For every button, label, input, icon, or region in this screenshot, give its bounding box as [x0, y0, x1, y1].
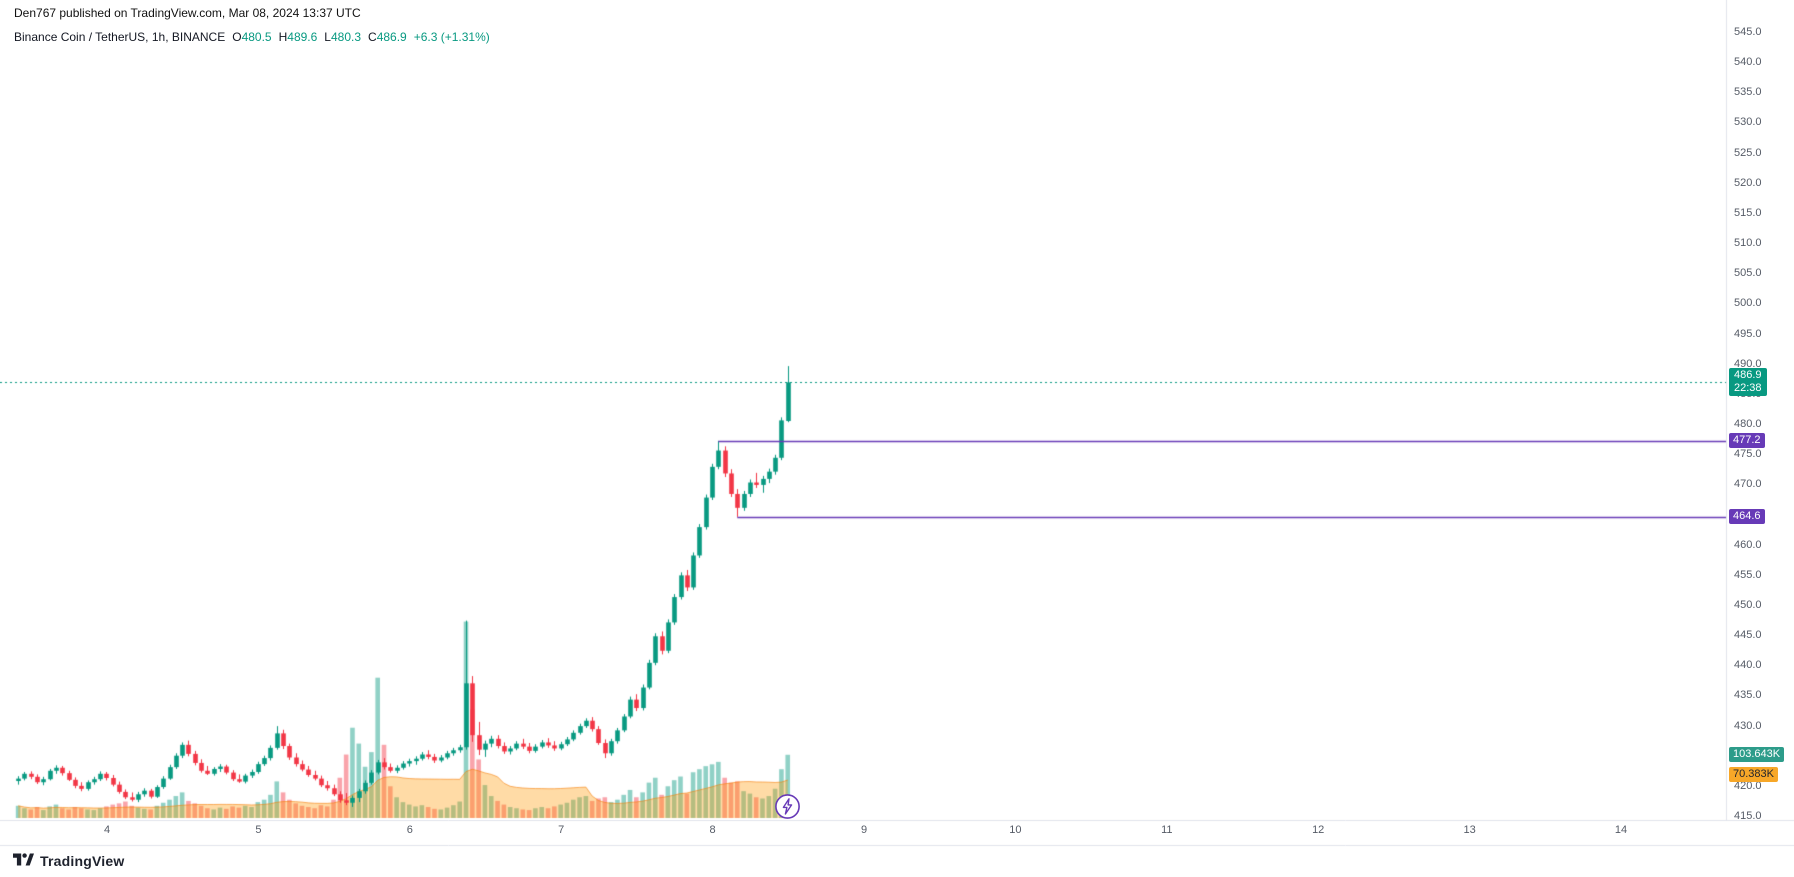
time-axis[interactable]: 4 5 6 7 8 9 10 11 12 13 14: [0, 820, 1794, 845]
time-tick-label: 6: [406, 824, 413, 836]
price-tick-label: 440.0: [1734, 659, 1762, 672]
price-tick-label: 510.0: [1734, 237, 1762, 250]
ohlc-high-value: 489.6: [287, 30, 318, 44]
price-tick-label: 435.0: [1734, 689, 1762, 702]
lower-level-badge: 464.6: [1729, 508, 1765, 524]
ohlc-high: H489.6: [272, 30, 318, 44]
price-tick-label: 535.0: [1734, 86, 1762, 99]
price-tick-label: 475.0: [1734, 448, 1762, 461]
price-tick-label: 430.0: [1734, 719, 1762, 732]
ohlc-low: L480.3: [317, 30, 361, 44]
price-tick-label: 495.0: [1734, 327, 1762, 340]
ohlc-low-label: L: [324, 30, 331, 44]
time-tick-label: 11: [1161, 824, 1173, 836]
countdown-timer: 22:38: [1734, 382, 1762, 395]
lightning-bolt-icon[interactable]: [774, 793, 801, 820]
price-tick-label: 500.0: [1734, 297, 1762, 310]
publisher-line: Den767 published on TradingView.com, Mar…: [14, 6, 361, 20]
price-tick-label: 455.0: [1734, 568, 1762, 581]
tradingview-logo-icon[interactable]: [13, 851, 34, 871]
price-tick-label: 515.0: [1734, 206, 1762, 219]
ohlc-close: C486.9: [361, 30, 407, 44]
time-tick-label: 13: [1463, 824, 1476, 836]
ohlc-low-value: 480.3: [330, 30, 362, 44]
time-tick-label: 5: [255, 824, 262, 836]
price-tick-label: 415.0: [1734, 810, 1762, 822]
ohlc-open: O480.5: [225, 30, 271, 44]
footer: TradingView: [13, 851, 124, 871]
time-tick-label: 8: [709, 824, 716, 836]
last-price-badge: 486.9 22:38: [1729, 368, 1767, 397]
time-tick-label: 9: [860, 824, 868, 836]
ohlc-close-label: C: [368, 30, 377, 44]
time-tick-label: 7: [558, 824, 565, 836]
volume-ma-badge: 70.383K: [1729, 767, 1778, 783]
ohlc-open-value: 480.5: [241, 30, 272, 44]
time-tick-label: 12: [1312, 824, 1325, 836]
price-tick-label: 545.0: [1734, 26, 1762, 38]
volume-badge: 103.643K: [1729, 746, 1785, 762]
last-price-value: 486.9: [1734, 369, 1762, 382]
price-tick-label: 470.0: [1734, 478, 1762, 491]
tradingview-wordmark[interactable]: TradingView: [40, 853, 125, 869]
symbol-bar: Binance Coin / TetherUS, 1h, BINANCE O480…: [14, 30, 490, 44]
time-tick-label: 14: [1614, 824, 1628, 836]
price-tick-label: 420.0: [1734, 779, 1762, 792]
price-tick-label: 450.0: [1734, 598, 1762, 611]
ohlc-open-label: O: [232, 30, 242, 44]
price-tick-label: 520.0: [1734, 176, 1762, 189]
ohlc-high-label: H: [278, 30, 288, 44]
price-tick-label: 530.0: [1734, 116, 1762, 129]
price-axis[interactable]: 545.0 540.0 535.0 530.0 525.0 520.0 515.0 510.0…: [1726, 0, 1794, 822]
time-tick-label: 10: [1009, 824, 1022, 836]
price-tick-label: 480.0: [1734, 418, 1762, 430]
ohlc-close-value: 486.9: [376, 30, 407, 44]
price-tick-label: 505.0: [1734, 267, 1762, 280]
symbol-title[interactable]: Binance Coin / TetherUS, 1h, BINANCE: [14, 30, 226, 44]
price-tick-label: 540.0: [1734, 56, 1762, 69]
time-tick-label: 4: [103, 824, 111, 836]
price-tick-label: 525.0: [1734, 146, 1762, 159]
price-tick-label: 445.0: [1734, 629, 1762, 642]
price-tick-label: 460.0: [1734, 538, 1762, 551]
price-tick-label: 490.0: [1734, 357, 1762, 370]
ohlc-change: +6.3 (+1.31%): [413, 30, 490, 44]
upper-level-badge: 477.2: [1729, 432, 1765, 448]
